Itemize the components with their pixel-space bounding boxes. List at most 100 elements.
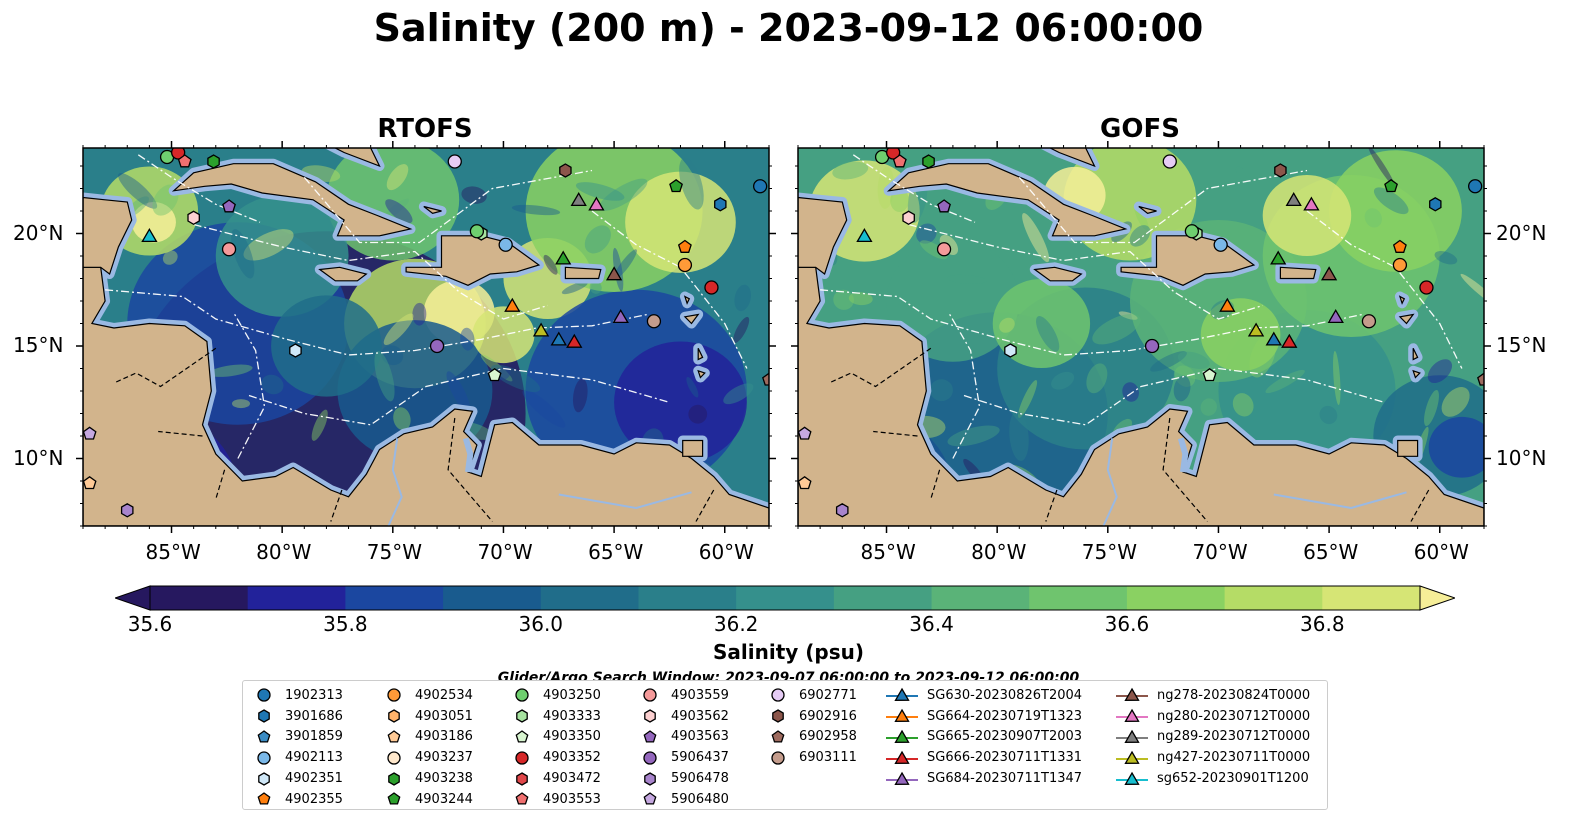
salinity-swirl <box>243 229 294 261</box>
legend-item: ng278-20230824T0000 <box>1115 685 1310 706</box>
colorbar-bin <box>931 586 1030 610</box>
legend-marker-icon <box>771 688 785 703</box>
legend-column: 6902771 6902916 6902958 6903111 <box>765 685 857 768</box>
legend-label: 4902534 <box>415 687 473 703</box>
observation-marker <box>550 331 567 346</box>
legend-marker <box>1124 729 1140 743</box>
colorbar-bin <box>833 586 933 610</box>
salinity-swirl <box>1434 251 1458 265</box>
legend-marker <box>387 751 401 765</box>
river <box>1273 491 1407 510</box>
land <box>683 295 691 305</box>
legend-label: 4902355 <box>285 791 343 807</box>
observation-marker <box>1361 314 1377 329</box>
y-tick-label: 10°N <box>1496 445 1547 470</box>
x-tick-label: 75°W <box>1081 540 1138 564</box>
legend-marker-icon <box>644 709 656 723</box>
salinity-swirl <box>386 164 409 191</box>
eez-boundary <box>232 311 266 459</box>
observation-marker <box>1162 154 1177 169</box>
legend-item: 4902351 <box>251 768 343 789</box>
legend-marker-icon <box>257 751 271 765</box>
legend-column: 1902313 3901686 3901859 4902113 4902351 49023… <box>251 685 343 810</box>
legend-marker <box>515 730 529 743</box>
observation-marker <box>559 163 572 178</box>
salinity-swirl <box>1364 208 1382 228</box>
salinity-swirl <box>1051 371 1075 390</box>
legend-label: 6902771 <box>799 687 857 703</box>
observation-marker <box>469 224 485 239</box>
observation-marker <box>221 242 237 257</box>
river <box>558 491 692 510</box>
panel-title-gofs: GOFS <box>1100 114 1180 144</box>
legend-item: ng280-20230712T0000 <box>1115 706 1310 727</box>
salinity-swirl <box>733 316 750 343</box>
salinity-swirl <box>832 161 869 180</box>
lake-maracaibo <box>1177 437 1189 473</box>
land <box>318 266 368 282</box>
eez-boundary <box>248 367 670 426</box>
legend-marker-icon <box>1116 729 1148 743</box>
legend-label: SG665-20230907T2003 <box>927 729 1083 745</box>
country-border <box>830 347 932 388</box>
salinity-swirl <box>385 199 413 224</box>
legend-column: 4903250 4903333 4903350 4903352 4903472 49035… <box>509 685 601 810</box>
colorbar-tick-label: 36.2 <box>713 612 759 636</box>
salinity-swirl <box>848 292 873 306</box>
x-tick-label: 75°W <box>366 540 423 564</box>
legend-marker-icon <box>387 688 401 703</box>
legend-marker-icon <box>258 709 270 723</box>
salinity-swirl <box>575 182 625 201</box>
legend-label: 4903553 <box>543 791 601 807</box>
legend-marker-icon <box>886 708 918 723</box>
salinity-swirl <box>162 250 178 265</box>
observation-marker <box>1247 322 1265 337</box>
x-tick-label: 80°W <box>256 540 312 564</box>
legend-marker-icon <box>257 688 271 703</box>
legend-marker-icon <box>643 792 657 805</box>
land <box>798 266 1484 526</box>
land <box>1398 295 1406 305</box>
legend-item: 4902355 <box>251 789 343 810</box>
colorbar-bin <box>247 586 346 610</box>
salinity-swirl <box>1368 148 1395 187</box>
legend: 1902313 3901686 3901859 4902113 4902351 49023… <box>242 680 1328 810</box>
eez-boundary <box>303 169 593 244</box>
country-border <box>930 469 941 500</box>
y-tick-label: 20°N <box>13 220 64 245</box>
salinity-patch <box>992 278 1091 369</box>
salinity-patch <box>886 240 1020 362</box>
colorbar-bin <box>150 586 249 610</box>
x-tick-label: 60°W <box>1413 540 1469 564</box>
legend-label: 4903186 <box>415 729 473 745</box>
legend-item: 3901686 <box>251 706 343 727</box>
salinity-swirl <box>1460 273 1484 309</box>
country-border <box>1045 489 1058 522</box>
colorbar-tick-label: 35.8 <box>323 612 368 636</box>
legend-item: SG684-20230711T1347 <box>885 768 1082 789</box>
legend-label: 4903244 <box>415 791 473 807</box>
legend-marker-icon <box>772 709 784 723</box>
legend-marker <box>1124 688 1140 702</box>
legend-item: 6903111 <box>765 747 857 768</box>
observation-marker <box>588 196 605 211</box>
legend-item: 4903051 <box>381 706 473 727</box>
legend-label: 4902351 <box>285 771 343 787</box>
eez-boundary <box>963 367 1385 426</box>
legend-marker-icon <box>257 730 271 743</box>
observation-marker <box>1392 257 1408 273</box>
legend-item: SG664-20230719T1323 <box>885 706 1082 727</box>
legend-marker <box>1124 771 1140 785</box>
observation-marker <box>504 297 521 312</box>
land <box>83 196 133 275</box>
eez-boundary <box>820 289 1363 356</box>
legend-marker-icon <box>258 771 270 786</box>
salinity-swirl <box>572 378 588 413</box>
legend-item: 4903563 <box>637 727 729 748</box>
observation-marker <box>646 314 662 329</box>
observation-marker <box>1477 372 1484 386</box>
x-tick-label: 85°W <box>145 540 201 564</box>
salinity-swirl <box>1424 389 1439 427</box>
salinity-swirl <box>1086 363 1108 394</box>
salinity-swirl <box>723 383 754 405</box>
